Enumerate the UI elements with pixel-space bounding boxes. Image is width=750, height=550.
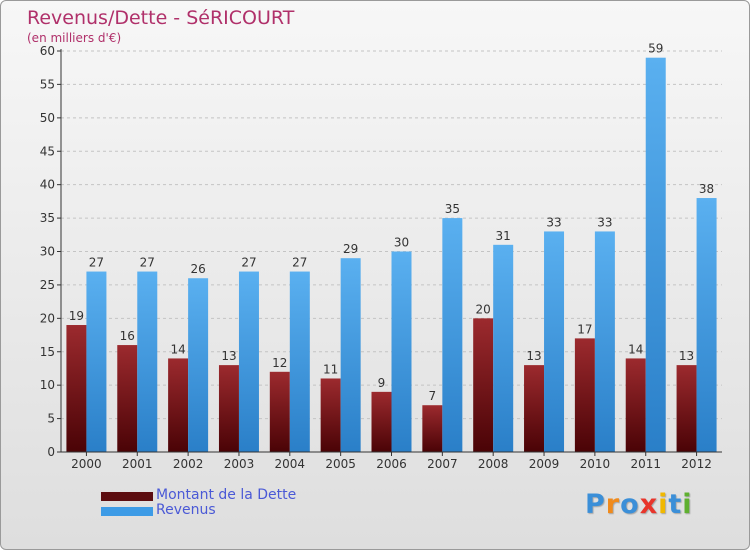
logo-letter: P — [585, 489, 606, 520]
bar-dette-2002 — [168, 358, 189, 452]
y-tick-label-5: 5 — [47, 412, 55, 426]
data-label-revenus-2011: 59 — [648, 42, 663, 56]
y-tick-label-45: 45 — [40, 144, 55, 158]
data-label-dette-2007: 7 — [429, 389, 437, 403]
x-tick-label-2001: 2001 — [122, 457, 153, 471]
data-label-revenus-2012: 38 — [699, 182, 714, 196]
proxiti-logo: Proxiti — [585, 489, 693, 520]
chart-title: Revenus/Dette - SéRICOURT — [27, 7, 295, 29]
bar-dette-2005 — [320, 378, 341, 452]
bar-dette-2011 — [625, 358, 646, 452]
data-label-revenus-2010: 33 — [597, 215, 612, 229]
bar-revenus-2003 — [238, 271, 259, 452]
x-tick-label-2007: 2007 — [427, 457, 458, 471]
bar-revenus-2000 — [86, 271, 107, 452]
bar-dette-2008 — [473, 318, 494, 452]
bar-revenus-2011 — [645, 57, 666, 452]
y-tick-label-40: 40 — [40, 178, 55, 192]
data-label-dette-2003: 13 — [221, 349, 236, 363]
x-tick-label-2010: 2010 — [580, 457, 611, 471]
logo-letter: r — [605, 489, 621, 520]
data-label-dette-2012: 13 — [679, 349, 694, 363]
bar-dette-2010 — [574, 338, 595, 452]
x-tick-label-2002: 2002 — [173, 457, 204, 471]
data-label-revenus-2008: 31 — [496, 229, 511, 243]
data-label-revenus-2002: 26 — [190, 262, 205, 276]
bar-dette-2003 — [218, 365, 239, 452]
bar-revenus-2001 — [137, 271, 158, 452]
data-label-revenus-2003: 27 — [241, 256, 256, 270]
y-tick-label-20: 20 — [40, 311, 55, 325]
legend-swatch-dette — [101, 492, 153, 501]
bar-revenus-2002 — [188, 278, 209, 452]
data-label-dette-2009: 13 — [526, 349, 541, 363]
x-tick-label-2003: 2003 — [224, 457, 255, 471]
legend-label-dette: Montant de la Dette — [156, 487, 297, 503]
y-tick-label-50: 50 — [40, 111, 55, 125]
data-label-dette-2005: 11 — [323, 362, 338, 376]
x-tick-label-2006: 2006 — [376, 457, 407, 471]
bar-revenus-2006 — [391, 251, 412, 452]
bar-dette-2001 — [117, 345, 138, 452]
bar-dette-2004 — [269, 371, 290, 452]
x-tick-label-2012: 2012 — [681, 457, 712, 471]
y-tick-label-30: 30 — [40, 245, 55, 259]
data-label-revenus-2004: 27 — [292, 256, 307, 270]
bar-revenus-2008 — [493, 244, 514, 452]
data-label-dette-2002: 14 — [170, 342, 185, 356]
data-label-revenus-2006: 30 — [394, 236, 409, 250]
data-label-dette-2000: 19 — [69, 309, 84, 323]
bar-dette-2000 — [66, 325, 87, 452]
y-tick-label-15: 15 — [40, 345, 55, 359]
logo-letter: i — [658, 489, 669, 520]
legend-label-revenus: Revenus — [156, 502, 216, 518]
data-label-dette-2006: 9 — [378, 376, 386, 390]
x-tick-label-2005: 2005 — [325, 457, 356, 471]
y-tick-label-60: 60 — [40, 44, 55, 58]
x-tick-label-2009: 2009 — [529, 457, 560, 471]
data-label-revenus-2009: 33 — [546, 215, 561, 229]
x-tick-label-2000: 2000 — [71, 457, 102, 471]
y-tick-label-55: 55 — [40, 77, 55, 91]
legend-swatch-revenus — [101, 507, 153, 516]
bar-dette-2007 — [422, 405, 443, 452]
bar-revenus-2007 — [442, 218, 463, 452]
data-label-dette-2008: 20 — [476, 302, 491, 316]
data-label-dette-2010: 17 — [577, 322, 592, 336]
data-label-revenus-2000: 27 — [89, 256, 104, 270]
bar-revenus-2005 — [340, 258, 361, 452]
logo-letter: t — [668, 489, 683, 520]
data-label-revenus-2001: 27 — [140, 256, 155, 270]
data-label-revenus-2007: 35 — [445, 202, 460, 216]
logo-letter: i — [682, 489, 693, 520]
y-tick-label-0: 0 — [47, 445, 55, 459]
y-tick-label-25: 25 — [40, 278, 55, 292]
chart-subtitle: (en milliers d'€) — [27, 31, 122, 45]
bar-dette-2009 — [524, 365, 545, 452]
bar-dette-2006 — [371, 391, 392, 452]
bar-revenus-2012 — [696, 198, 717, 452]
y-tick-label-35: 35 — [40, 211, 55, 225]
x-tick-label-2008: 2008 — [478, 457, 509, 471]
data-label-revenus-2005: 29 — [343, 242, 358, 256]
logo-letter: o — [620, 489, 640, 520]
bar-revenus-2010 — [594, 231, 615, 452]
y-tick-label-10: 10 — [40, 378, 55, 392]
logo-letter: x — [639, 489, 659, 520]
data-label-dette-2004: 12 — [272, 356, 287, 370]
data-label-dette-2001: 16 — [120, 329, 135, 343]
bar-revenus-2009 — [544, 231, 565, 452]
x-tick-label-2011: 2011 — [630, 457, 661, 471]
x-tick-label-2004: 2004 — [275, 457, 306, 471]
bar-dette-2012 — [676, 365, 697, 452]
data-label-dette-2011: 14 — [628, 342, 643, 356]
bar-revenus-2004 — [289, 271, 310, 452]
